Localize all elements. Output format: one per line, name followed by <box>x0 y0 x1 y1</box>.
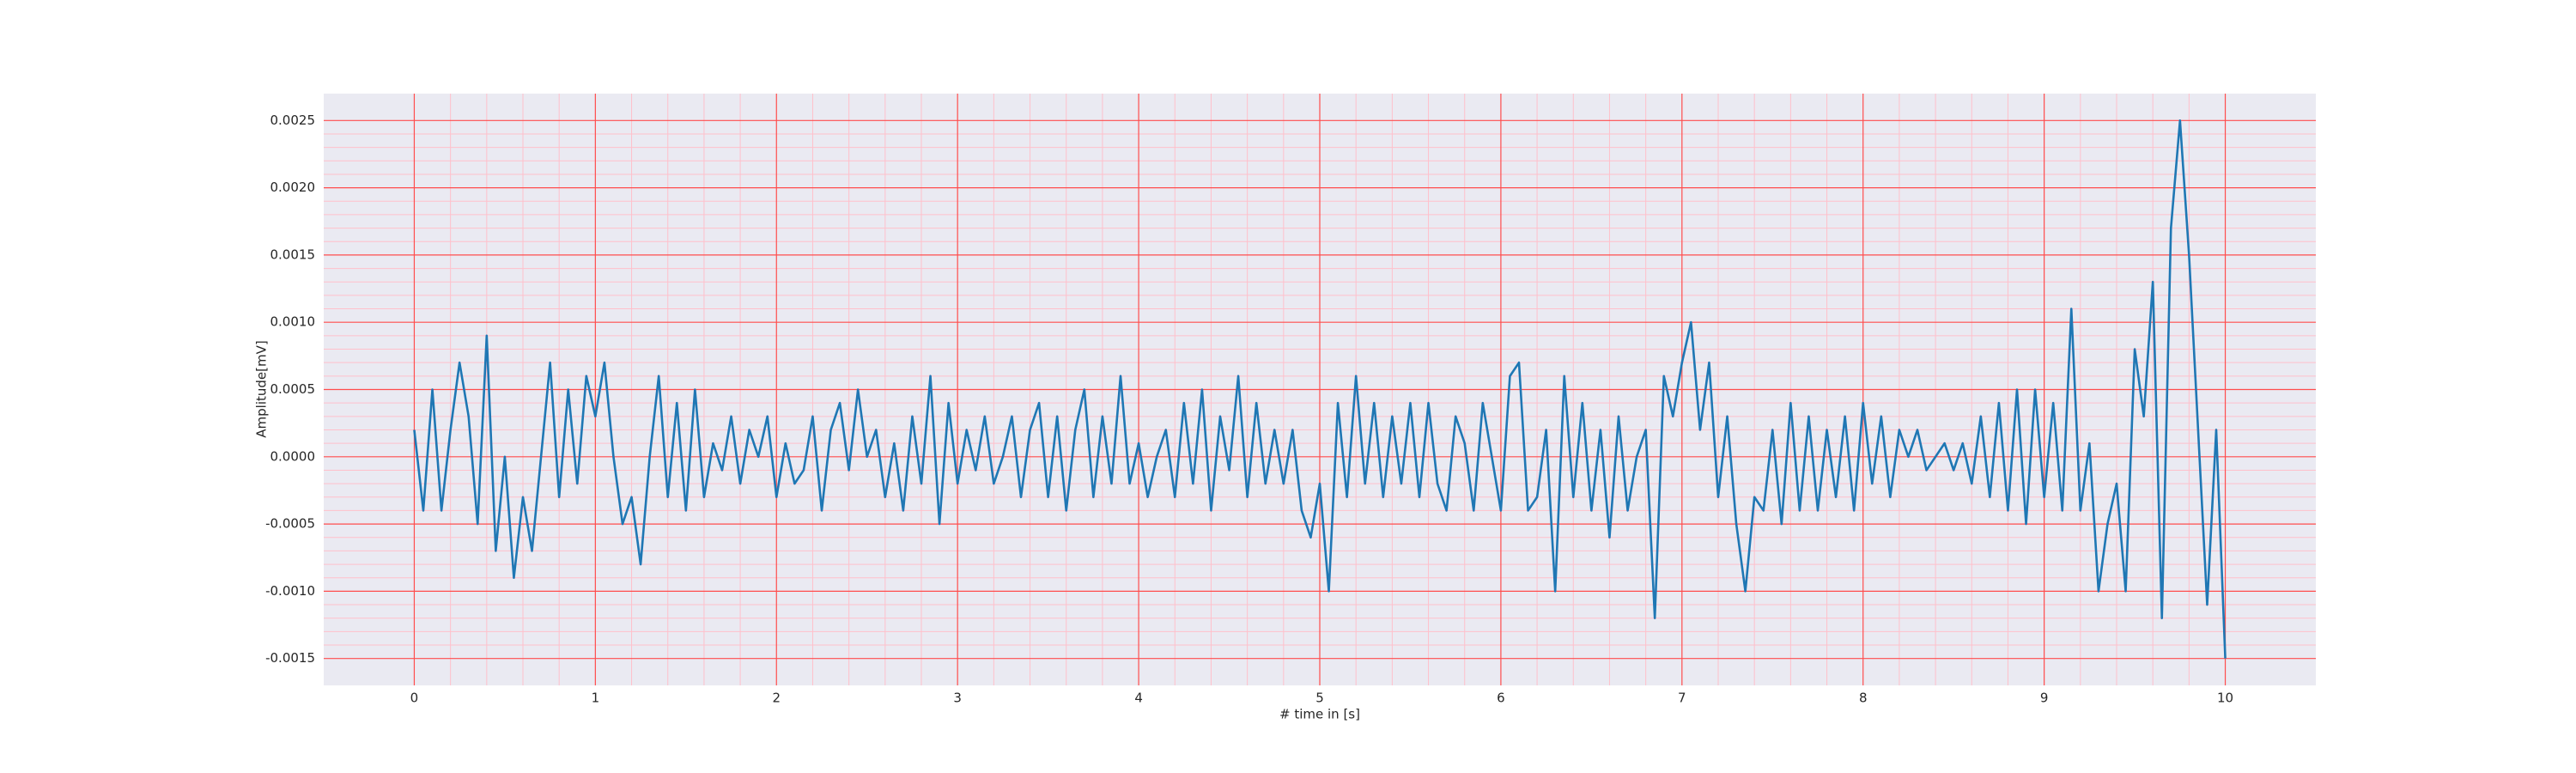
x-tick-label: 5 <box>1315 691 1324 706</box>
y-tick-label: 0.0010 <box>270 314 316 330</box>
series <box>413 119 2227 659</box>
y-tick-label: -0.0010 <box>265 583 315 599</box>
signal-line <box>413 119 2227 659</box>
x-tick-label: 3 <box>953 691 962 706</box>
y-tick-label: 0.0000 <box>270 448 316 464</box>
y-tick-label: 0.0020 <box>270 180 316 195</box>
x-tick-label: 10 <box>2217 691 2233 706</box>
y-tick-label: 0.0025 <box>270 113 316 128</box>
x-tick-label: 7 <box>1678 691 1686 706</box>
x-tick-label: 8 <box>1859 691 1868 706</box>
x-tick-label: 2 <box>772 691 781 706</box>
x-tick-label: 9 <box>2040 691 2049 706</box>
y-tick-label: -0.0005 <box>265 516 315 532</box>
x-tick-label: 4 <box>1134 691 1143 706</box>
x-tick-label: 1 <box>592 691 600 706</box>
grid <box>324 94 2316 685</box>
y-tick-label: 0.0005 <box>270 381 316 397</box>
x-axis-label: # time in [s] <box>1279 707 1360 722</box>
y-tick-label: -0.0015 <box>265 650 315 666</box>
y-tick-label: 0.0015 <box>270 247 316 262</box>
y-axis-label: Amplitude[mV] <box>254 340 270 437</box>
x-tick-label: 6 <box>1497 691 1505 706</box>
x-tick-label: 0 <box>410 691 419 706</box>
